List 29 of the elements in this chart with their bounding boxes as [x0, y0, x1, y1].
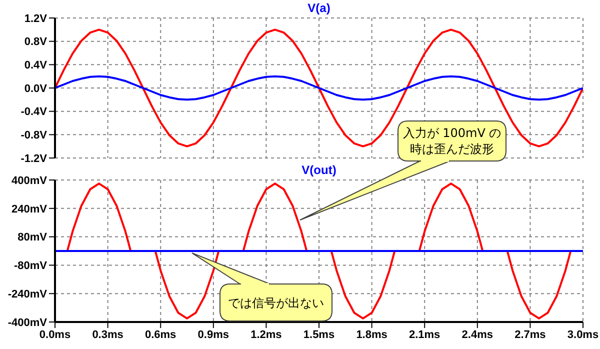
y-tick-label: 0.4V [24, 60, 48, 72]
x-tick-label: 0.3ms [92, 328, 124, 341]
x-tick-label: 2.1ms [409, 328, 440, 341]
y-tick-label: 80mV [18, 232, 48, 244]
y-tick-label: -80mV [14, 260, 48, 272]
x-tick-label: 0.0ms [39, 328, 71, 341]
line-series [55, 75, 583, 101]
y-tick-label: 240mV [12, 203, 48, 216]
chart-title: V(out) [300, 163, 338, 177]
x-tick-label: 3.0ms [567, 328, 599, 341]
x-tick-label: 0.9ms [198, 328, 229, 341]
y-tick-label: -240mV [8, 288, 48, 301]
chart-title: V(a) [306, 1, 332, 15]
x-tick-label: 0.6ms [145, 328, 176, 341]
x-tick-label: 1.2ms [250, 328, 282, 341]
y-tick-label: -0.4V [20, 106, 48, 118]
y-tick-label: 0.8V [24, 36, 48, 48]
annotation: 入力が 100mV の時は歪んだ波形 [400, 123, 504, 159]
y-tick-label: 0.0V [24, 82, 48, 95]
y-tick-label: -1.2V [20, 152, 48, 165]
x-tick-label: 2.7ms [514, 328, 546, 341]
x-tick-label: 1.5ms [303, 328, 335, 341]
y-tick-label: -400mV [8, 316, 48, 329]
y-tick-label: 400mV [12, 174, 48, 187]
y-tick-label: -0.8V [20, 130, 48, 142]
x-tick-label: 1.8ms [356, 328, 388, 341]
y-tick-label: 1.2V [24, 12, 48, 25]
x-tick-label: 2.4ms [462, 328, 493, 341]
annotation: では信号が出ない [222, 286, 330, 319]
